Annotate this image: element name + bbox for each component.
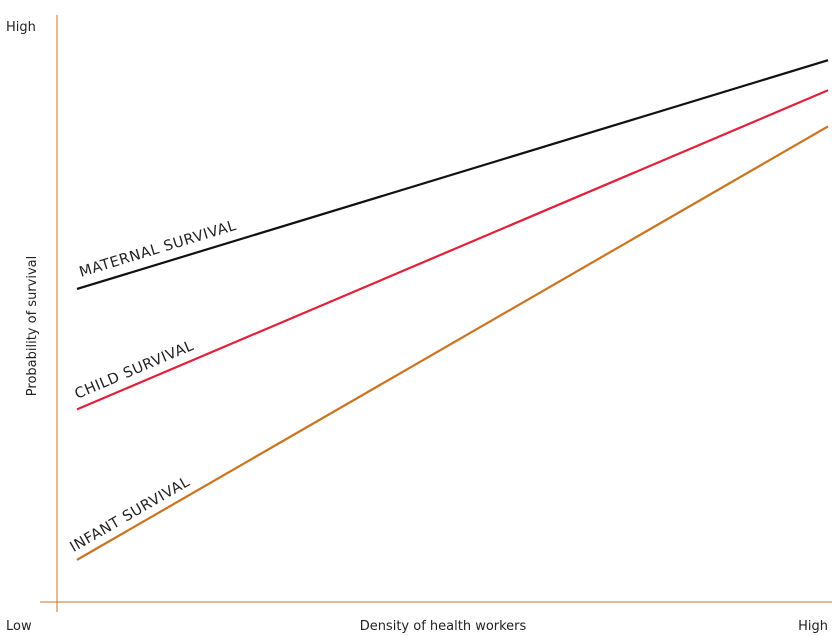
x-tick-label-low: Low bbox=[6, 619, 32, 634]
y-axis-title: Probability of survival bbox=[25, 256, 40, 396]
x-axis-title: Density of health workers bbox=[360, 619, 527, 634]
series-label-3: INFANT SURVIVAL bbox=[67, 474, 192, 556]
y-tick-label-high: High bbox=[6, 20, 36, 35]
series-layer: MATERNAL SURVIVAL CHILD SURVIVAL INFANT SU… bbox=[67, 59, 829, 561]
series-label-1: MATERNAL SURVIVAL bbox=[78, 218, 239, 281]
series-label-2: CHILD SURVIVAL bbox=[73, 338, 197, 403]
series-line-2 bbox=[76, 89, 829, 411]
x-tick-label-high: High bbox=[798, 619, 828, 634]
series-line-3 bbox=[76, 125, 829, 561]
series-line-1 bbox=[76, 59, 829, 291]
